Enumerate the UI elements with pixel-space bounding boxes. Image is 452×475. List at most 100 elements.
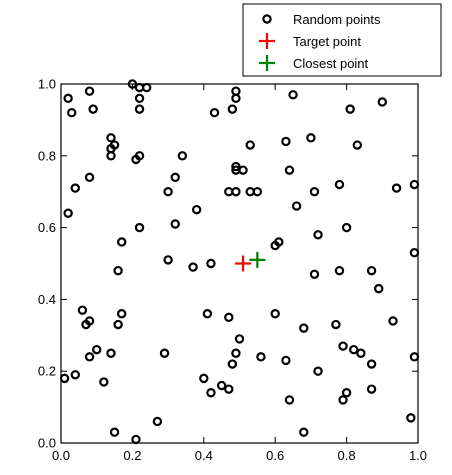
legend-label: Closest point: [293, 56, 369, 71]
data-point: [309, 186, 320, 197]
data-point: [409, 248, 420, 258]
data-point: [409, 179, 420, 190]
data-point: [63, 208, 73, 218]
y-tick-label: 0.2: [38, 364, 56, 379]
data-point: [170, 172, 180, 183]
legend-label: Random points: [293, 12, 381, 27]
data-point: [59, 373, 70, 384]
data-point: [288, 90, 298, 100]
plot-area: [59, 79, 420, 445]
data-point: [309, 269, 320, 279]
axes: 0.0 0.2 0.4 0.6 0.8 1.0 0.0 0.2 0.4 0.6 0.8 1.0: [38, 77, 427, 464]
data-point: [341, 388, 352, 398]
data-point: [391, 183, 402, 193]
data-point: [177, 151, 188, 161]
data-point: [234, 334, 245, 344]
data-point: [256, 352, 266, 362]
data-point: [366, 359, 377, 369]
data-point: [77, 305, 88, 315]
data-point: [163, 255, 173, 265]
data-point: [116, 309, 127, 319]
closest-point-marker-legend: [259, 55, 275, 71]
legend-box: [242, 3, 442, 77]
data-point: [191, 204, 202, 215]
data-point: [270, 309, 280, 319]
data-point: [284, 165, 295, 175]
data-point: [224, 312, 234, 323]
data-point: [216, 380, 227, 391]
data-point: [88, 104, 98, 114]
data-point: [352, 140, 363, 150]
data-point: [306, 133, 316, 143]
data-point: [281, 355, 291, 366]
data-point: [409, 352, 420, 362]
data-point: [227, 359, 238, 369]
data-point: [349, 344, 359, 355]
data-point: [84, 86, 95, 96]
data-point: [341, 222, 352, 233]
data-point: [113, 319, 123, 330]
data-point: [281, 136, 291, 147]
data-point: [106, 133, 116, 143]
data-point: [106, 151, 116, 161]
data-point: [224, 186, 234, 197]
data-point: [274, 237, 284, 247]
y-tick-label: 1.0: [38, 77, 56, 92]
data-point: [67, 108, 77, 118]
data-point: [188, 262, 198, 272]
data-point: [227, 104, 238, 114]
data-point: [291, 201, 302, 211]
data-point: [84, 316, 95, 326]
data-point: [231, 86, 241, 96]
data-point: [202, 309, 213, 319]
data-point: [356, 348, 366, 358]
data-point: [109, 427, 120, 437]
data-point: [131, 434, 141, 445]
data-point: [209, 108, 220, 118]
data-point: [406, 413, 416, 423]
data-point-legend: [262, 14, 272, 24]
data-point: [377, 97, 387, 107]
data-point: [106, 348, 116, 358]
data-point: [345, 104, 355, 114]
data-point: [231, 348, 241, 358]
data-point: [70, 183, 80, 193]
data-point: [388, 316, 398, 326]
y-tick-label: 0.0: [38, 436, 56, 451]
data-point: [113, 265, 123, 276]
x-tick-label: 1.0: [409, 448, 427, 463]
data-point: [299, 323, 309, 333]
data-point: [252, 186, 263, 197]
data-point: [63, 93, 73, 104]
y-tick-label: 0.6: [38, 220, 56, 235]
legend: Random points Target point Closest point: [242, 3, 442, 77]
x-tick-label: 0.4: [195, 448, 213, 463]
data-point: [116, 237, 127, 247]
x-tick-label: 0.2: [123, 448, 141, 463]
data-point: [134, 222, 145, 233]
data-point: [299, 427, 309, 437]
data-point: [152, 416, 163, 427]
legend-label: Target point: [293, 34, 361, 49]
data-point: [206, 388, 216, 398]
x-tick-label: 0.8: [338, 448, 356, 463]
data-point: [99, 377, 109, 387]
data-point: [245, 140, 255, 150]
data-point: [231, 161, 241, 172]
y-tick-label: 0.4: [38, 292, 56, 307]
data-point: [338, 341, 348, 351]
y-tick-label: 0.8: [38, 148, 56, 163]
data-point: [374, 283, 384, 294]
data-point: [366, 384, 377, 394]
data-point: [206, 258, 216, 269]
data-point: [91, 344, 102, 355]
data-point: [284, 395, 295, 405]
closest-point-marker: [249, 251, 266, 268]
data-point: [159, 348, 170, 358]
data-point: [331, 319, 341, 330]
data-point: [70, 370, 80, 380]
data-point: [238, 165, 248, 175]
plot-frame: [60, 83, 419, 444]
data-point: [224, 384, 234, 394]
x-tick-label: 0.6: [266, 448, 284, 463]
